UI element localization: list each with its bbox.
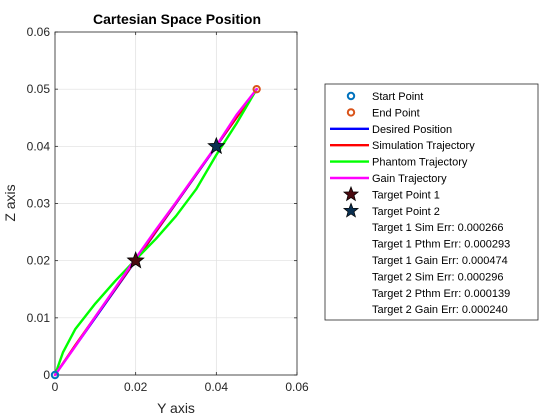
start-point-marker xyxy=(50,370,60,380)
legend-items: Start Point End Point Desired Position Simu… xyxy=(330,91,510,316)
y-tick-label: 0.06 xyxy=(27,25,51,39)
end-point-marker xyxy=(252,84,261,94)
series-gain-line xyxy=(53,87,258,377)
legend-label: Target 1 Pthm Err: 0.000293 xyxy=(372,239,510,251)
marker-layer xyxy=(50,84,261,380)
legend-label: Desired Position xyxy=(372,124,452,136)
x-tick-label: 0.06 xyxy=(285,380,309,394)
x-tick-label: 0.02 xyxy=(124,380,148,394)
legend-entry: Target 2 Pthm Err: 0.000139 xyxy=(372,288,510,300)
legend-label: Target 2 Sim Err: 0.000296 xyxy=(372,271,503,283)
y-tick-label: 0.02 xyxy=(27,254,51,268)
legend-entry: Gain Trajectory xyxy=(330,173,447,185)
legend-entry: Target 1 Gain Err: 0.000474 xyxy=(372,255,508,267)
y-tick-label: 0.04 xyxy=(27,139,51,153)
legend-label: Target Point 2 xyxy=(372,206,440,218)
legend-entry: Target Point 1 xyxy=(342,185,440,202)
legend-label: Target 2 Gain Err: 0.000240 xyxy=(372,304,508,316)
legend-label: Gain Trajectory xyxy=(372,173,447,185)
chart-title: Cartesian Space Position xyxy=(93,11,261,27)
legend-label: Target 2 Pthm Err: 0.000139 xyxy=(372,288,510,300)
series-layer xyxy=(53,87,258,377)
legend-entry: End Point xyxy=(346,107,420,119)
legend-label: Target 1 Sim Err: 0.000266 xyxy=(372,222,503,234)
legend-entry: Desired Position xyxy=(330,124,452,136)
legend-entry: Target 2 Gain Err: 0.000240 xyxy=(372,304,508,316)
legend-target2-swatch xyxy=(342,202,360,218)
legend-box xyxy=(324,83,539,321)
legend-entry: Phantom Trajectory xyxy=(330,157,468,169)
legend-label: End Point xyxy=(372,107,420,119)
x-tick-label: 0 xyxy=(52,380,59,394)
legend-start-swatch xyxy=(346,91,356,101)
legend-label: Simulation Trajectory xyxy=(372,140,475,152)
legend-end-swatch xyxy=(346,108,356,117)
legend-entry: Target 1 Pthm Err: 0.000293 xyxy=(372,239,510,251)
legend-target1-swatch xyxy=(342,185,360,202)
legend-label: Target 1 Gain Err: 0.000474 xyxy=(372,255,508,267)
legend: Start Point End Point Desired Position Simu… xyxy=(324,83,539,321)
y-tick-label: 0.03 xyxy=(27,197,51,211)
legend-entry: Target 2 Sim Err: 0.000296 xyxy=(372,271,503,283)
x-tick-label: 0.04 xyxy=(205,380,229,394)
y-tick-label: 0 xyxy=(43,368,50,382)
legend-entry: Target Point 2 xyxy=(342,202,440,218)
y-axis-label: Z axis xyxy=(2,184,18,221)
legend-entry: Start Point xyxy=(346,91,423,103)
legend-label: Start Point xyxy=(372,91,423,103)
target-point-1-marker xyxy=(126,251,145,269)
legend-entry: Simulation Trajectory xyxy=(330,140,475,152)
y-tick-label: 0.01 xyxy=(27,311,51,325)
axis-tick-labels: 0 0.02 0.04 0.06 0 0.01 0.02 0.03 0.04 0.05 0.06 xyxy=(27,25,309,394)
legend-label: Target Point 1 xyxy=(372,189,440,201)
target-point-2-marker xyxy=(207,136,226,155)
legend-entry: Target 1 Sim Err: 0.000266 xyxy=(372,222,503,234)
y-tick-label: 0.05 xyxy=(27,82,51,96)
x-axis-label: Y axis xyxy=(157,400,195,416)
legend-label: Phantom Trajectory xyxy=(372,157,468,169)
